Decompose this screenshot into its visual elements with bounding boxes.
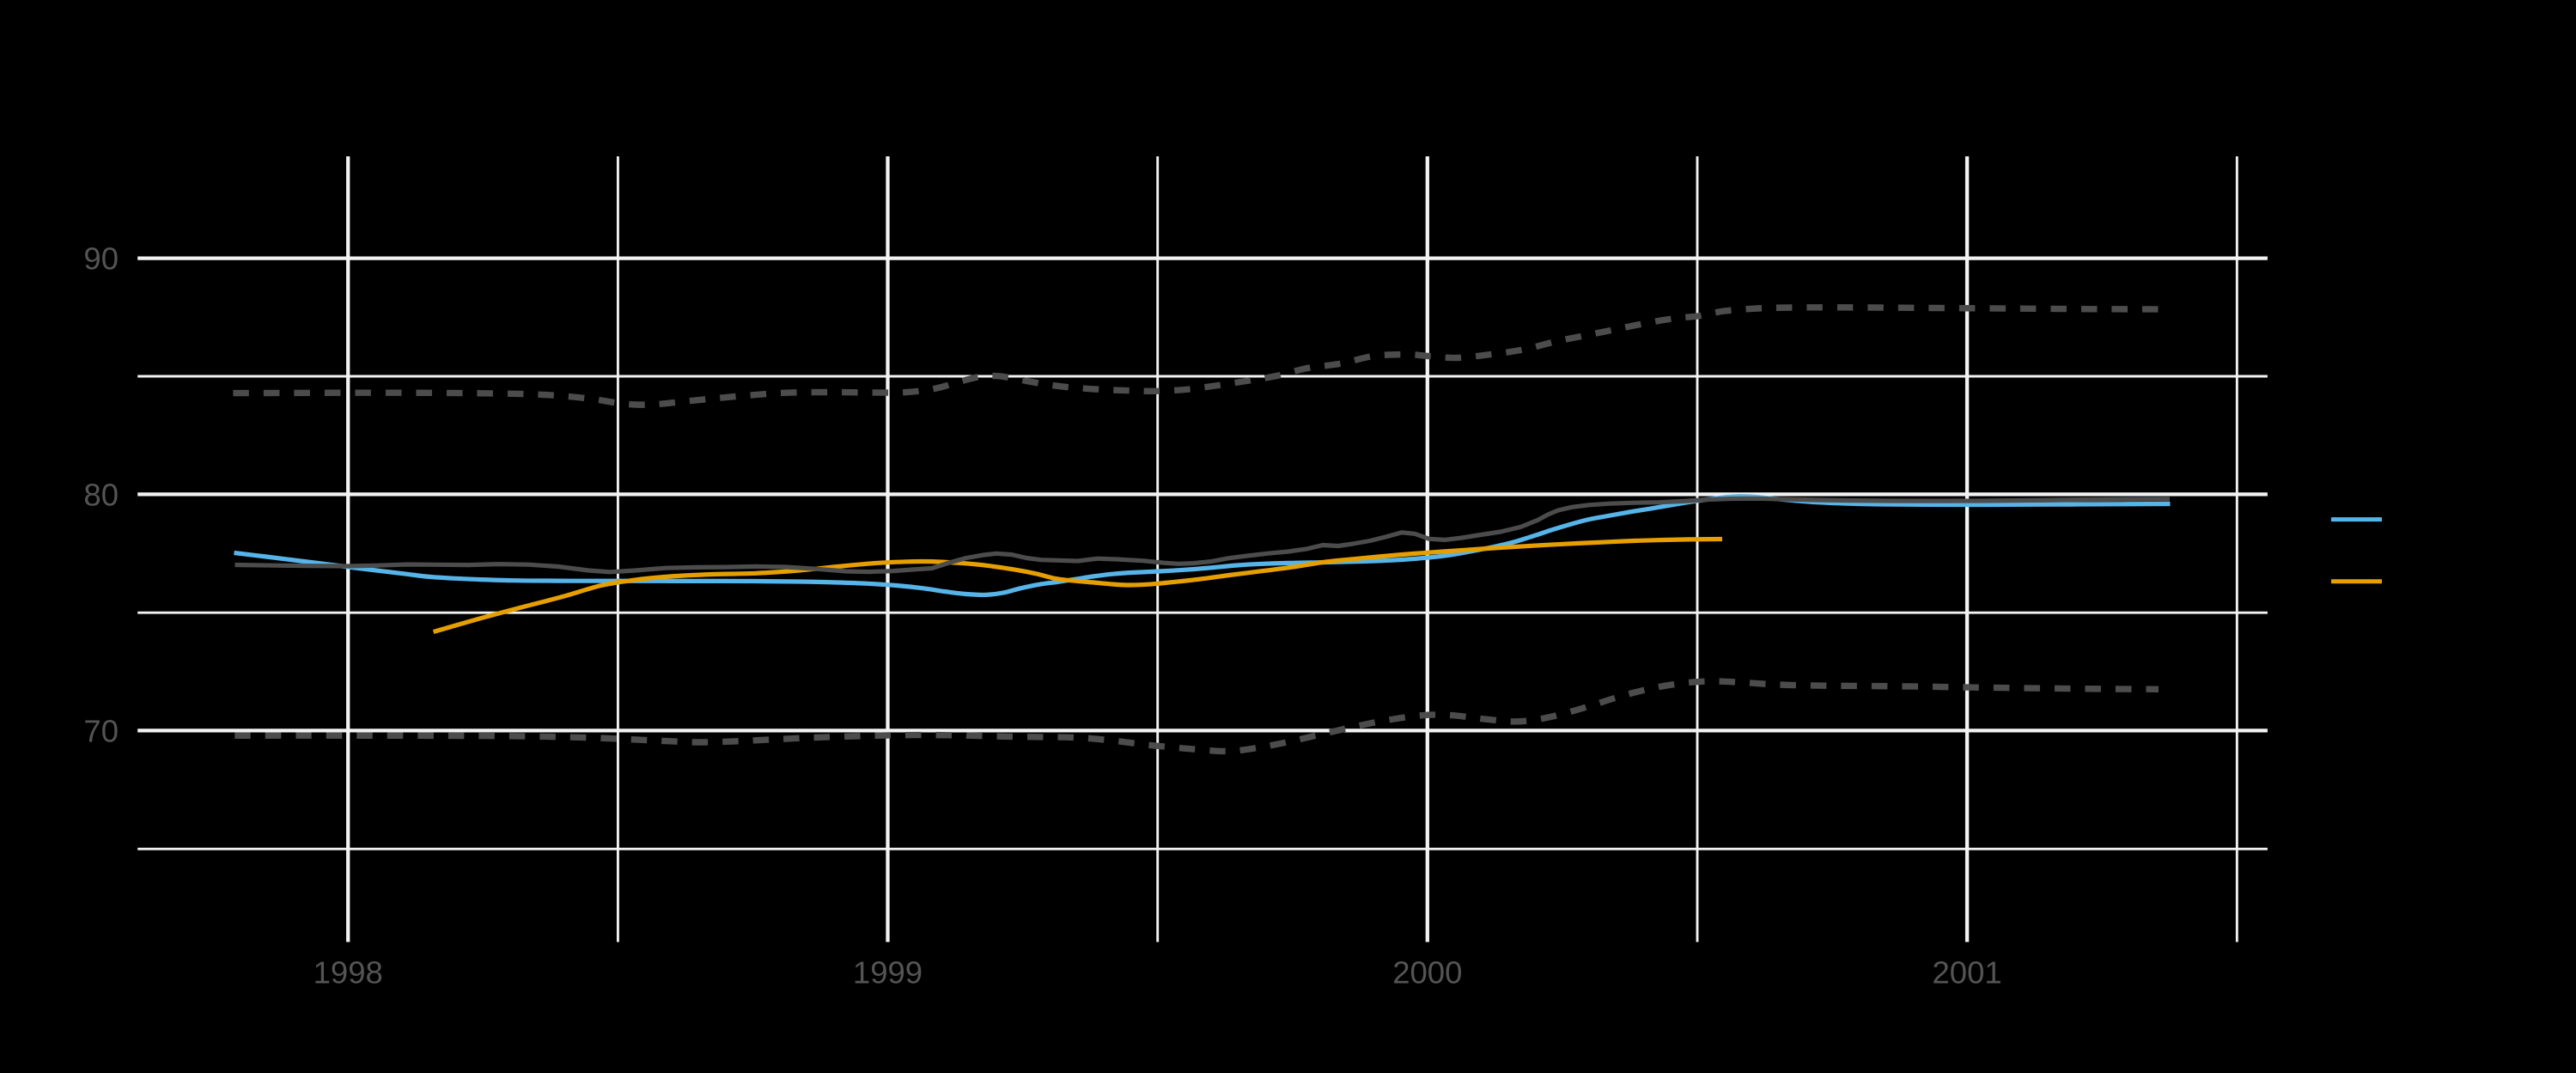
svg-text:80: 80 [83, 478, 119, 513]
svg-text:1999: 1999 [853, 955, 923, 991]
svg-text:90: 90 [83, 241, 119, 277]
svg-text:1998: 1998 [314, 955, 383, 991]
svg-text:2001: 2001 [1932, 955, 2001, 991]
svg-text:70: 70 [83, 714, 119, 749]
svg-text:2000: 2000 [1392, 955, 1462, 991]
